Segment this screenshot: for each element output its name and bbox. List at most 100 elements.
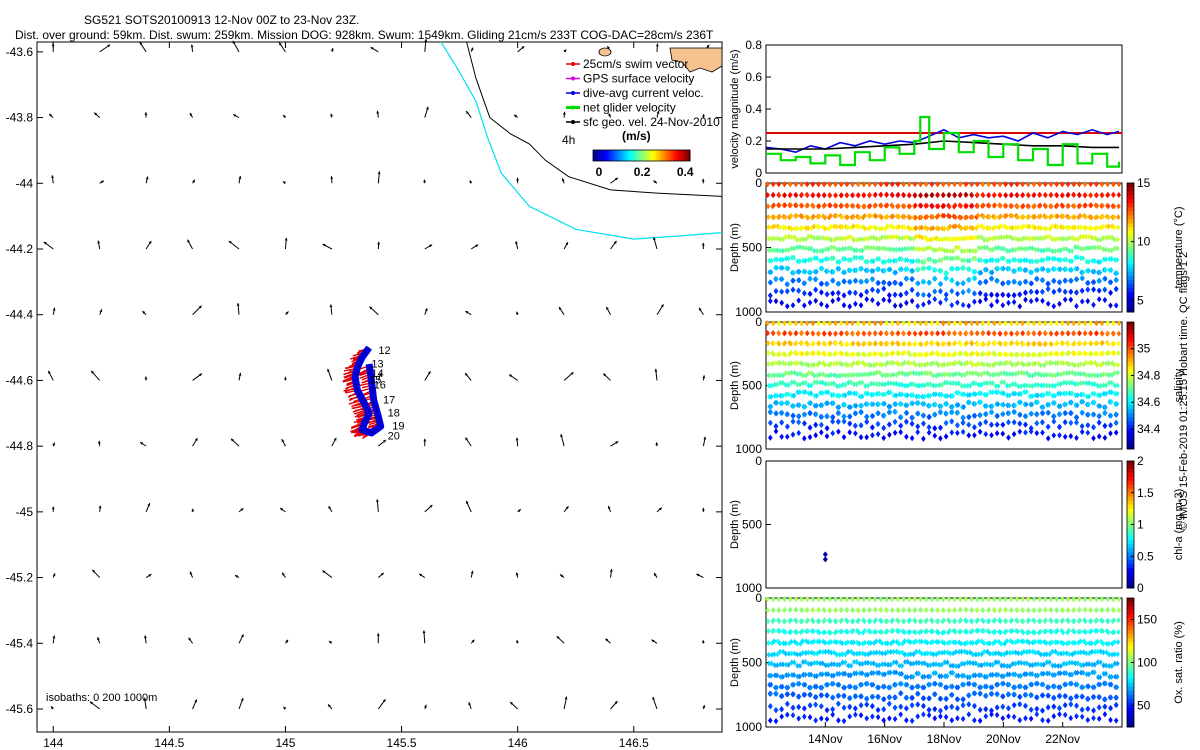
sal-data-point	[1046, 401, 1052, 408]
sal-data-point	[856, 330, 861, 337]
sal-data-point	[1084, 380, 1089, 387]
current-vector-head	[282, 181, 286, 185]
velocity-y-tick-label: 0.6	[745, 70, 762, 84]
colorbar-cell	[629, 150, 633, 161]
temp-colorbar-cell	[1127, 219, 1134, 224]
sal-data-point	[1057, 432, 1062, 439]
sal-data-point	[1061, 360, 1066, 367]
colorbar-cell	[631, 150, 635, 161]
sal-data-point	[1115, 382, 1120, 389]
colorbar-cell	[685, 150, 689, 161]
temp-data-point	[1109, 256, 1114, 262]
temp-data-point	[1102, 297, 1108, 303]
ox-data-point	[965, 659, 970, 666]
ox-data-point	[865, 659, 871, 666]
sal-data-point	[1018, 383, 1024, 390]
current-vector-head	[701, 507, 705, 511]
ox-data-point	[1014, 596, 1020, 603]
sal-data-point	[931, 382, 936, 389]
chl-colorbar-tick-label: 2	[1137, 454, 1144, 468]
ox-data-point	[799, 618, 805, 625]
ox-data-point	[1002, 640, 1007, 647]
temp-data-point	[1075, 236, 1081, 243]
ox-data-point	[1015, 638, 1021, 645]
chl-colorbar-cell	[1127, 488, 1134, 494]
legend-marker	[571, 76, 575, 81]
sal-data-point	[1015, 360, 1021, 367]
sal-data-point	[1094, 350, 1100, 357]
ox-data-point	[915, 701, 921, 708]
sal-data-point	[1066, 341, 1071, 348]
sal-data-point	[882, 400, 887, 407]
temp-data-point	[950, 265, 955, 272]
sal-data-point	[907, 330, 912, 337]
sal-data-point	[1086, 380, 1092, 387]
ox-data-point	[985, 640, 990, 647]
current-vector-head	[376, 110, 380, 114]
temp-data-point	[1032, 203, 1037, 209]
current-vector-head	[516, 640, 519, 643]
temp-data-point	[890, 192, 895, 199]
ox-data-point	[1027, 662, 1033, 669]
chl-colorbar-cell	[1127, 560, 1134, 565]
temp-data-point	[766, 247, 772, 254]
temp-data-point	[1106, 214, 1111, 221]
ox-data-point	[981, 618, 986, 625]
sal-colorbar-cell	[1127, 341, 1134, 347]
sal-data-point	[1051, 418, 1057, 425]
ox-data-point	[1023, 691, 1029, 698]
ox-data-point	[1046, 684, 1052, 691]
temp-data-point	[1086, 245, 1092, 252]
ox-data-point	[1058, 650, 1064, 657]
chl-colorbar-label: chl-a (mg m-3)	[1173, 489, 1185, 561]
temp-data-point	[1029, 269, 1035, 276]
temp-data-point	[1018, 266, 1023, 273]
sal-data-point	[765, 320, 770, 327]
chl-colorbar-cell	[1127, 540, 1134, 545]
sal-colorbar-cell	[1127, 373, 1134, 379]
x-tick-label: 145.5	[387, 736, 417, 750]
current-vector-head	[513, 114, 517, 118]
temp-data-point	[1115, 224, 1121, 231]
y-tick-label: -44.4	[6, 308, 34, 322]
chl-colorbar-cell	[1127, 461, 1134, 466]
current-vector-head	[703, 436, 707, 440]
sal-data-point	[1075, 392, 1080, 399]
ox-data-point	[1026, 629, 1032, 636]
current-vector-head	[608, 113, 612, 117]
current-vector-head	[701, 178, 705, 182]
temp-data-point	[808, 275, 813, 282]
sal-data-point	[981, 341, 986, 348]
sal-data-point	[1071, 330, 1077, 337]
temp-data-point	[1041, 257, 1046, 264]
sal-data-point	[866, 361, 871, 368]
sal-colorbar-tick-label: 35	[1137, 342, 1151, 356]
ox-data-point	[1020, 596, 1025, 603]
colorbar-cell	[675, 150, 679, 161]
current-vector-head	[654, 368, 658, 372]
x-tick-label: 145	[275, 736, 295, 750]
ox-data-point	[1043, 606, 1048, 613]
colorbar-cell	[617, 150, 621, 161]
current-vector-head	[655, 43, 659, 47]
temp-data-point	[1026, 213, 1032, 220]
current-vector-head	[614, 177, 618, 181]
sal-data-point	[1102, 434, 1108, 441]
temp-data-point	[1054, 192, 1060, 199]
temp-colorbar-cell	[1127, 251, 1134, 257]
temp-colorbar-cell	[1127, 255, 1134, 261]
temp-data-point	[1011, 299, 1017, 305]
sal-data-point	[1078, 361, 1083, 368]
legend-marker	[571, 91, 575, 95]
temp-data-point	[1069, 266, 1074, 273]
colorbar-cell	[612, 150, 616, 161]
sal-data-point	[864, 418, 870, 425]
y-tick-label: -44	[16, 176, 34, 190]
current-vector-head	[701, 242, 705, 246]
colorbar-cell	[670, 150, 674, 161]
sal-data-point	[797, 381, 803, 388]
sal-colorbar-tick-label: 34.4	[1137, 422, 1161, 436]
ox-data-point	[808, 671, 814, 678]
current-vector-head	[100, 180, 104, 184]
sal-data-point	[950, 403, 955, 410]
